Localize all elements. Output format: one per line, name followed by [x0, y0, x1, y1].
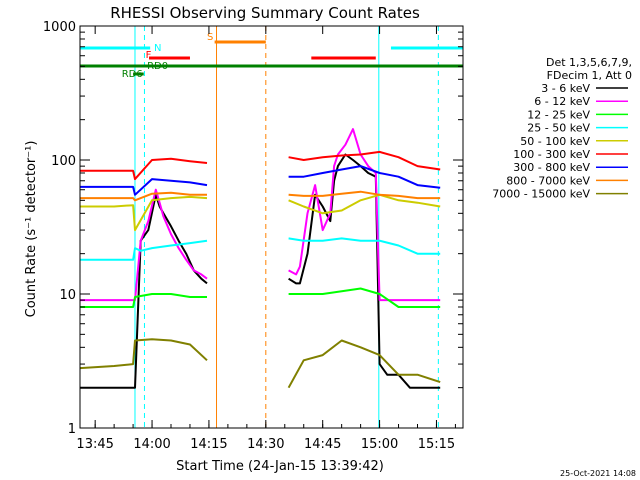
legend-entry-7: 800 - 7000 keV	[506, 174, 590, 187]
series-line-5-seg-1	[288, 150, 441, 171]
legend-entry-1: 6 - 12 keV	[534, 95, 590, 108]
series-line-3-seg-0	[80, 239, 208, 261]
state-label-n: N	[154, 43, 161, 54]
y-tick-label-0: 1	[68, 422, 76, 437]
series-line-2-seg-0	[80, 293, 207, 308]
state-label-s: S	[207, 32, 213, 43]
legend-header-detectors: Det 1,3,5,6,7,9,	[546, 56, 632, 69]
series-line-7-seg-0	[80, 191, 207, 202]
series-line-4-seg-1	[288, 193, 441, 215]
legend-entry-4: 50 - 100 keV	[520, 135, 590, 148]
state-label-rd0: RD0	[147, 61, 168, 72]
x-axis-label: Start Time (24-Jan-15 13:39:42)	[176, 459, 384, 474]
series-line-8-seg-1	[287, 339, 441, 389]
x-tick-label-1: 14:00	[133, 437, 170, 452]
state-label-rd6: RD6	[122, 69, 143, 80]
legend-entry-3: 25 - 50 keV	[527, 122, 590, 135]
series-line-7-seg-1	[288, 190, 441, 200]
x-tick-label-5: 15:00	[361, 437, 398, 452]
series-line-0-seg-0	[80, 193, 208, 389]
x-tick-label-3: 14:30	[247, 437, 284, 452]
state-label-f: F	[146, 50, 152, 61]
series-line-3-seg-1	[288, 237, 441, 255]
series-line-8-seg-0	[79, 338, 208, 370]
series-line-5-seg-0	[80, 157, 208, 181]
y-tick-label-2: 100	[51, 154, 76, 169]
y-tick-label-1: 10	[59, 288, 76, 303]
series-line-1-seg-0	[80, 188, 208, 302]
series-line-2-seg-1	[288, 287, 441, 308]
series-line-1-seg-1	[288, 128, 441, 302]
series-line-0-seg-1	[288, 153, 441, 389]
plot-frame	[79, 25, 464, 429]
x-tick-label-4: 14:45	[304, 437, 341, 452]
x-tick-label-6: 15:15	[418, 437, 455, 452]
x-tick-label-0: 13:45	[76, 437, 113, 452]
legend-entry-6: 300 - 800 keV	[513, 161, 590, 174]
legend-entry-2: 12 - 25 keV	[527, 108, 590, 121]
chart-title: RHESSI Observing Summary Count Rates	[110, 4, 420, 22]
legend-entry-5: 100 - 300 keV	[513, 148, 590, 161]
legend-entry-0: 3 - 6 keV	[541, 82, 590, 95]
x-tick-label-2: 14:15	[190, 437, 227, 452]
legend-entry-8: 7000 - 15000 keV	[492, 188, 590, 201]
series-line-6-seg-1	[288, 165, 441, 189]
y-tick-label-3: 1000	[43, 20, 76, 35]
generation-timestamp: 25-Oct-2021 14:08	[560, 469, 636, 478]
legend-header-decimation: FDecim 1, Att 0	[547, 69, 632, 82]
series-line-4-seg-0	[80, 195, 208, 232]
series-line-6-seg-0	[80, 178, 208, 196]
y-axis-label: Count Rate (s⁻¹ detector⁻¹)	[24, 141, 39, 318]
